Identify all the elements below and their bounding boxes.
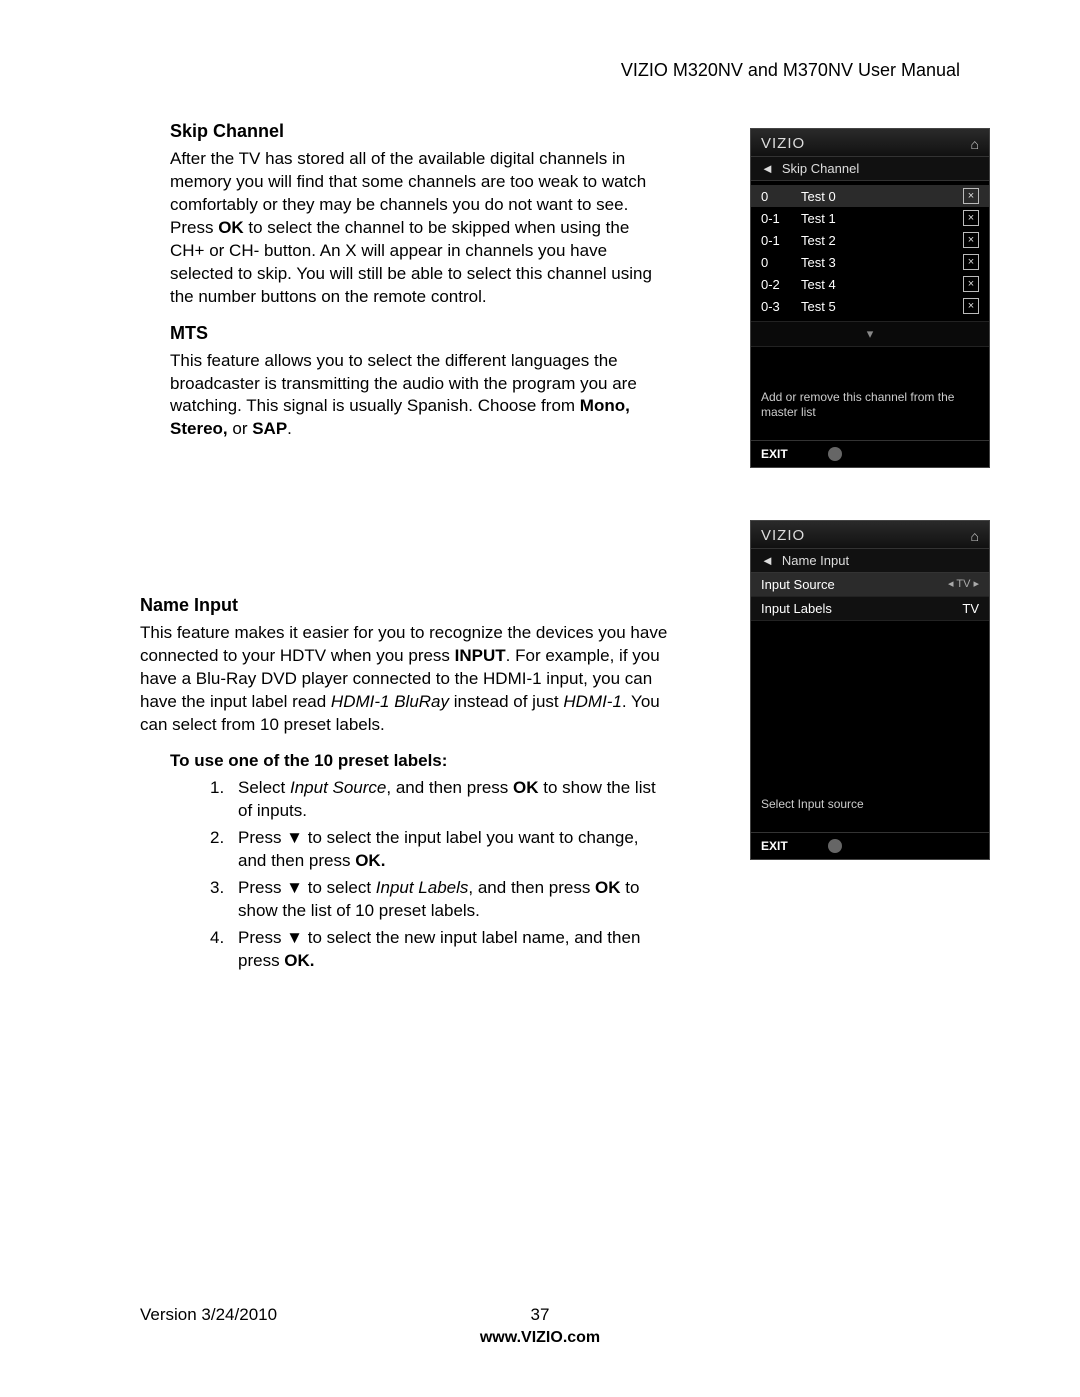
text-italic: HDMI-1	[563, 692, 622, 711]
osd-skip-channel: VIZIO ⌂ ◄ Skip Channel 0Test 0×0-1Test 1…	[750, 128, 990, 468]
channel-name: Test 4	[801, 277, 963, 292]
osd-header: VIZIO ⌂	[751, 521, 989, 549]
text: instead of just	[449, 692, 563, 711]
back-arrow-icon[interactable]: ◄	[761, 161, 774, 176]
text: .	[287, 419, 292, 438]
channel-number: 0-2	[761, 277, 801, 292]
text-bold: OK.	[284, 951, 314, 970]
osd-footer: EXIT	[751, 440, 989, 467]
channel-row[interactable]: 0Test 0×	[751, 185, 989, 207]
osd-footer: EXIT	[751, 832, 989, 859]
list-number: 1.	[210, 777, 238, 823]
text: , and then press	[386, 778, 513, 797]
channel-name: Test 3	[801, 255, 963, 270]
list-number: 3.	[210, 877, 238, 923]
manual-header: VIZIO M320NV and M370NV User Manual	[140, 60, 980, 81]
osd-title-row[interactable]: ◄ Name Input	[751, 549, 989, 573]
menu-label: Input Source	[761, 577, 835, 592]
home-icon[interactable]: ⌂	[971, 136, 979, 152]
skip-checkbox-icon[interactable]: ×	[963, 298, 979, 314]
home-icon[interactable]: ⌂	[971, 528, 979, 544]
osd-header: VIZIO ⌂	[751, 129, 989, 157]
text-italic: Input Labels	[376, 878, 469, 897]
scroll-down-icon[interactable]: ▾	[751, 321, 989, 347]
text: or	[228, 419, 253, 438]
channel-number: 0-1	[761, 211, 801, 226]
channel-row[interactable]: 0-1Test 1×	[751, 207, 989, 229]
osd-name-input: VIZIO ⌂ ◄ Name Input Input Source ◂ TV ▸…	[750, 520, 990, 860]
back-arrow-icon[interactable]: ◄	[761, 553, 774, 568]
channel-row[interactable]: 0-1Test 2×	[751, 229, 989, 251]
para-name-input: This feature makes it easier for you to …	[140, 622, 670, 737]
skip-checkbox-icon[interactable]: ×	[963, 210, 979, 226]
text: Press ▼ to select	[238, 878, 376, 897]
menu-row-input-source[interactable]: Input Source ◂ TV ▸	[751, 573, 989, 597]
text-bold: OK	[595, 878, 621, 897]
list-item: 4. Press ▼ to select the new input label…	[210, 927, 670, 973]
channel-name: Test 1	[801, 211, 963, 226]
osd-title-row[interactable]: ◄ Skip Channel	[751, 157, 989, 181]
text-bold: OK	[513, 778, 539, 797]
text: , and then press	[468, 878, 595, 897]
ordered-list: 1. Select Input Source, and then press O…	[210, 777, 670, 973]
skip-checkbox-icon[interactable]: ×	[963, 188, 979, 204]
channel-number: 0	[761, 255, 801, 270]
menu-value: ◂ TV ▸	[948, 577, 979, 592]
text-bold: OK	[218, 218, 244, 237]
osd-help-text: Add or remove this channel from the mast…	[761, 390, 979, 421]
osd-title-text: Skip Channel	[782, 161, 859, 176]
channel-name: Test 2	[801, 233, 963, 248]
version-text: Version 3/24/2010	[140, 1305, 277, 1325]
text-bold: INPUT	[455, 646, 506, 665]
v-button-icon[interactable]	[828, 839, 842, 853]
menu-value: TV	[962, 601, 979, 616]
menu-label: Input Labels	[761, 601, 832, 616]
osd-help-text: Select Input source	[761, 797, 979, 813]
v-button-icon[interactable]	[828, 447, 842, 461]
text: Press ▼ to select the input label you wa…	[238, 828, 639, 870]
skip-checkbox-icon[interactable]: ×	[963, 276, 979, 292]
page-footer: Version 3/24/2010 37 www.VIZIO.com	[0, 1305, 1080, 1347]
text-italic: Input Source	[290, 778, 386, 797]
skip-checkbox-icon[interactable]: ×	[963, 254, 979, 270]
channel-number: 0-3	[761, 299, 801, 314]
channel-name: Test 0	[801, 189, 963, 204]
channel-number: 0	[761, 189, 801, 204]
vizio-logo: VIZIO	[761, 527, 805, 544]
footer-url: www.VIZIO.com	[0, 1329, 1080, 1347]
para-mts: This feature allows you to select the di…	[170, 350, 660, 442]
exit-label[interactable]: EXIT	[761, 447, 788, 461]
exit-label[interactable]: EXIT	[761, 839, 788, 853]
text-italic: HDMI-1 BluRay	[331, 692, 449, 711]
text-bold: OK.	[355, 851, 385, 870]
channel-row[interactable]: 0-2Test 4×	[751, 273, 989, 295]
para-skip-channel: After the TV has stored all of the avail…	[170, 148, 660, 309]
list-item: 1. Select Input Source, and then press O…	[210, 777, 670, 823]
skip-checkbox-icon[interactable]: ×	[963, 232, 979, 248]
channel-list: 0Test 0×0-1Test 1×0-1Test 2×0Test 3×0-2T…	[751, 181, 989, 321]
list-number: 4.	[210, 927, 238, 973]
menu-row-input-labels[interactable]: Input Labels TV	[751, 597, 989, 621]
channel-row[interactable]: 0-3Test 5×	[751, 295, 989, 317]
text-bold: SAP	[252, 419, 287, 438]
osd-title-text: Name Input	[782, 553, 849, 568]
channel-row[interactable]: 0Test 3×	[751, 251, 989, 273]
channel-number: 0-1	[761, 233, 801, 248]
text: Select	[238, 778, 290, 797]
text: This feature allows you to select the di…	[170, 351, 637, 416]
list-item: 2. Press ▼ to select the input label you…	[210, 827, 670, 873]
vizio-logo: VIZIO	[761, 135, 805, 152]
list-item: 3. Press ▼ to select Input Labels, and t…	[210, 877, 670, 923]
list-number: 2.	[210, 827, 238, 873]
channel-name: Test 5	[801, 299, 963, 314]
